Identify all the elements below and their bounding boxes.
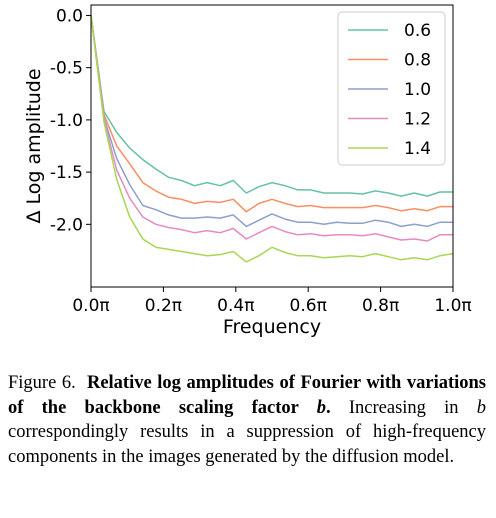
legend-box [337,11,446,166]
y-tick-label: -2.0 [50,215,83,235]
y-tick-label: 0.0 [56,6,83,26]
legend-label-1: 0.8 [404,51,431,71]
legend: 0.6 0.8 1.0 1.2 1.4 [337,11,446,166]
caption-text-1: Increasing in [348,397,459,418]
caption-title: Relative log amplitudes of Fourier with … [8,373,486,418]
figure-caption: Figure 6. Relative log amplitudes of Fou… [8,371,486,469]
legend-label-0: 0.6 [404,21,431,41]
caption-label: Figure 6. [8,373,76,393]
series-lines [90,15,454,263]
chart: 0.0π 0.2π 0.4π 0.6π 0.8π 1.0π 0.0 -0.5 -1.0 -1.5… [23,4,472,338]
x-tick-label: 0.8π [362,296,399,316]
x-tick-label: 0.4π [217,296,254,316]
legend-label-4: 1.4 [404,139,431,159]
plot-frame [90,4,454,288]
legend-label-3: 1.2 [404,110,431,130]
x-tick-label: 0.2π [145,296,182,316]
caption-variable: b [476,397,487,418]
y-tick-label: -1.0 [50,111,83,131]
caption-text-2: correspondingly results in a suppression… [8,422,486,467]
x-tick-label: 0.0π [72,296,109,316]
series-line-2 [90,15,453,228]
series-line-4 [90,15,454,263]
x-axis-label: Frequency [223,316,321,338]
y-axis-ticks: 0.0 -0.5 -1.0 -1.5 -2.0 [50,6,91,235]
x-tick-label: 1.0π [434,296,471,316]
series-line-1 [90,15,453,213]
series-line-3 [90,15,453,242]
series-line-0 [90,15,453,197]
x-tick-label: 0.6π [290,296,327,316]
legend-label-2: 1.0 [404,80,431,100]
y-axis-label: Δ Log amplitude [23,68,45,223]
y-tick-label: -0.5 [50,59,83,79]
y-tick-label: -1.5 [50,163,83,183]
x-axis-ticks: 0.0π 0.2π 0.4π 0.6π 0.8π 1.0π [72,287,472,316]
